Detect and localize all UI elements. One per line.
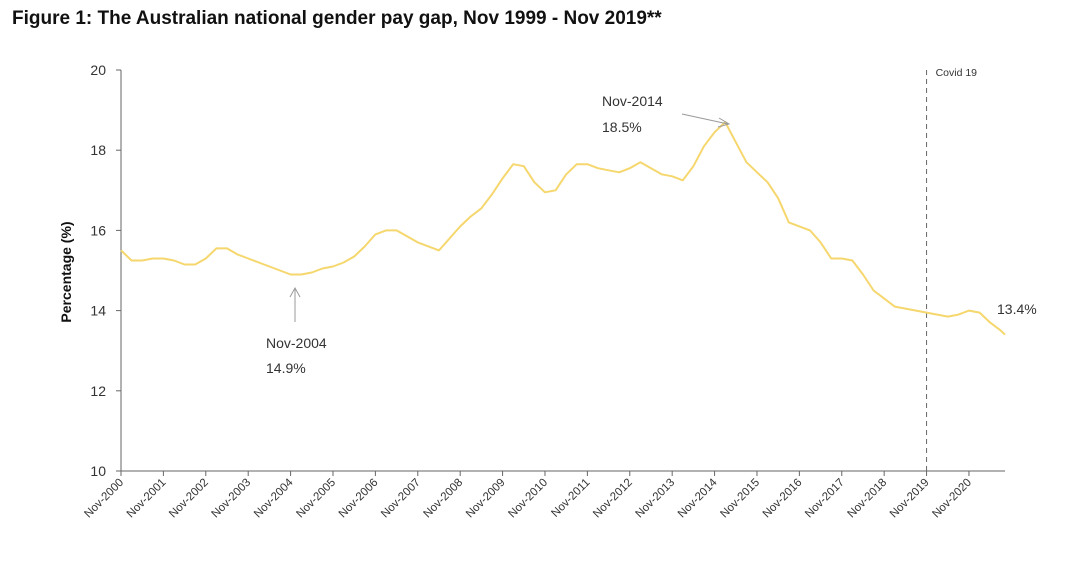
- y-tick-label: 16: [90, 222, 106, 238]
- x-tick-label: Nov-2009: [464, 477, 508, 521]
- annotation-peak-value: 18.5%: [602, 119, 642, 135]
- x-tick-label: Nov-2006: [337, 477, 381, 521]
- y-ticks: 10 12 14 16 18 20: [90, 62, 121, 479]
- annotation-end-value: 13.4%: [997, 301, 1037, 317]
- x-tick-label: Nov-2019: [888, 477, 932, 521]
- y-tick-label: 14: [90, 303, 106, 319]
- x-tick-label: Nov-2001: [125, 477, 169, 521]
- figure-title: Figure 1: The Australian national gender…: [12, 8, 662, 29]
- y-tick-label: 20: [90, 62, 106, 78]
- x-tick-label: Nov-2008: [422, 477, 466, 521]
- x-tick-label: Nov-2015: [718, 477, 762, 521]
- x-tick-label: Nov-2000: [82, 477, 126, 521]
- annotation-peak-arrow: [681, 113, 729, 125]
- annotation-peak-date: Nov-2014: [602, 93, 663, 109]
- x-tick-label: Nov-2010: [506, 477, 550, 521]
- y-axis-label: Percentage (%): [58, 221, 74, 322]
- x-tick-label: Nov-2017: [803, 477, 847, 521]
- annotation-low-date: Nov-2004: [266, 335, 327, 351]
- x-tick-label: Nov-2005: [294, 477, 338, 521]
- axes: [120, 70, 1005, 472]
- x-tick-label: Nov-2018: [846, 477, 890, 521]
- x-tick-label: Nov-2011: [549, 477, 592, 520]
- y-tick-label: 18: [90, 142, 106, 158]
- annotation-low-value: 14.9%: [266, 360, 306, 376]
- x-tick-label: Nov-2016: [761, 477, 805, 521]
- x-tick-label: Nov-2014: [676, 476, 720, 520]
- annotation-peak: Nov-2014 18.5%: [602, 93, 731, 135]
- x-tick-label: Nov-2007: [379, 477, 423, 521]
- x-ticks: Nov-2000Nov-2001Nov-2002Nov-2003Nov-2004…: [82, 471, 974, 520]
- x-tick-label: Nov-2012: [591, 477, 635, 521]
- x-tick-label: Nov-2013: [634, 477, 678, 521]
- annotation-low-arrowhead: [289, 286, 301, 298]
- x-tick-label: Nov-2002: [167, 477, 211, 521]
- x-tick-label: Nov-2004: [252, 476, 296, 520]
- y-tick-label: 10: [90, 463, 106, 479]
- series-line: [120, 121, 1006, 336]
- x-tick-label: Nov-2003: [210, 477, 254, 521]
- annotation-low: Nov-2004 14.9%: [266, 286, 327, 376]
- annotation-peak-arrowhead: [717, 117, 731, 128]
- y-tick-label: 12: [90, 383, 106, 399]
- x-tick-label: Nov-2020: [930, 477, 974, 521]
- covid-label: Covid 19: [936, 67, 978, 79]
